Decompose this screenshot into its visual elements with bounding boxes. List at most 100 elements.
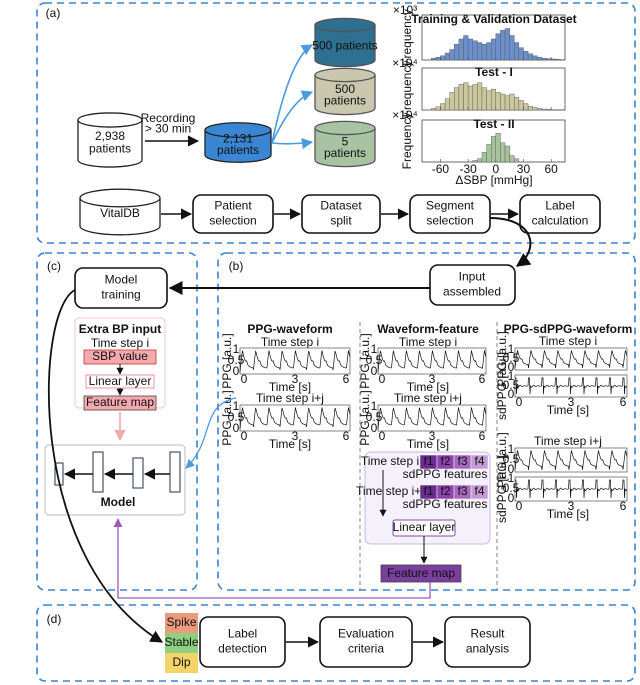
hist-bar (532, 55, 538, 61)
label: patients (324, 93, 366, 107)
hist-bar (518, 47, 524, 61)
hist-bar (541, 108, 547, 111)
x-tick-label: 3 (292, 429, 299, 443)
label: patients (324, 146, 366, 160)
hist-bar (495, 92, 501, 111)
model-box (44, 444, 186, 516)
label: training (101, 288, 140, 302)
y-axis-label: PPG [a.u.] (358, 333, 372, 388)
y-axis-label: PPG [a.u.] (358, 390, 372, 445)
label: VitalDB (100, 206, 140, 220)
x-tick-label: 3 (568, 499, 575, 513)
cylinder-body (79, 198, 161, 236)
flow-arrow (47, 289, 164, 643)
y-tick-label: 1 (508, 442, 515, 456)
y-tick-label: 1 (508, 471, 515, 485)
blue-arrow (185, 397, 237, 469)
y-axis-label: sdPPG [a.u.] (495, 455, 509, 523)
hist-bar (495, 132, 501, 163)
process-box (199, 616, 286, 668)
hist-bar (435, 57, 441, 61)
waveform (515, 377, 628, 395)
hist-title: Test - II (473, 117, 514, 131)
y-tick-label: 0 (508, 462, 515, 476)
hist-title: Test - I (475, 65, 513, 79)
feature-map (380, 564, 462, 583)
label: f4 (474, 454, 484, 468)
waveform (377, 350, 487, 373)
x-tick-label: 6 (620, 499, 627, 513)
hist-bar (477, 82, 483, 111)
x-tick-label: 0 (516, 499, 523, 513)
cylinder-top (314, 120, 376, 136)
hist-bar (509, 93, 515, 111)
process-box (519, 194, 601, 234)
process-box (444, 616, 531, 668)
hist-bar (546, 58, 552, 61)
hist-bar (435, 106, 441, 111)
label: Evaluation (338, 627, 394, 641)
blue-arrow (271, 90, 314, 144)
label: Time [s] (269, 437, 311, 451)
hist-bar (481, 152, 487, 163)
hist-y-label: Frequency (400, 61, 414, 118)
y-tick-label: 0.5 (366, 353, 383, 367)
cylinder-body (314, 75, 376, 116)
y-tick-label: 0.5 (503, 481, 520, 495)
feature-cell (470, 484, 489, 500)
hist-bar (458, 38, 464, 61)
hist-bar (431, 108, 437, 111)
hist-bar (500, 30, 506, 61)
hist-bar (472, 40, 478, 61)
label: f4 (474, 484, 484, 498)
label: calculation (532, 214, 589, 228)
hist-bar (486, 42, 492, 61)
x-tick-label: 6 (479, 429, 486, 443)
label: Time [s] (407, 380, 449, 394)
hist-bar (477, 158, 483, 163)
hist-bar (481, 44, 487, 61)
feature-cell (470, 454, 489, 470)
label: sdPPG features (403, 497, 488, 511)
label: 2,131 (223, 131, 253, 145)
state-cell (165, 613, 198, 633)
y-tick-label: 0 (233, 364, 240, 378)
hist-scale: ×10⁴ (392, 108, 418, 122)
label: Label (228, 627, 257, 641)
y-tick-label: 1 (233, 342, 240, 356)
flow-arrow (489, 217, 532, 267)
x-tick-label: 0 (241, 429, 248, 443)
x-tick-label: 60 (544, 162, 558, 176)
label: Spike (166, 615, 196, 629)
hist-bar (555, 59, 561, 61)
label: 500 (335, 82, 355, 96)
waveform (239, 350, 351, 373)
label: Time step i+j (534, 434, 602, 448)
hist-bar (518, 100, 524, 111)
x-label: ΔSBP [mmHg] (455, 173, 532, 187)
label: Segment (426, 199, 475, 213)
hist-bar (490, 38, 497, 61)
panel-c (36, 252, 198, 591)
waveform (514, 350, 628, 369)
panel-label: (d) (47, 612, 62, 626)
hist-bar (514, 42, 520, 61)
hist-y-label: Frequency (400, 9, 414, 66)
hist-bar (527, 105, 533, 111)
label: Time [s] (547, 507, 589, 521)
label: detection (218, 642, 267, 656)
blue-arrow (271, 44, 313, 144)
feature-map (83, 395, 157, 411)
hist-bar (537, 108, 543, 111)
label: Time step i (261, 335, 319, 349)
hist-bar (467, 85, 473, 111)
label: Time step i+j (256, 391, 324, 405)
process-box (429, 264, 516, 306)
hist-bar (532, 107, 538, 111)
hist-scale: ×10³ (393, 3, 417, 17)
hist-bar (444, 52, 450, 61)
hist-bar (458, 84, 464, 111)
label: Result (470, 627, 505, 641)
y-tick-label: 1 (233, 399, 240, 413)
cylinder-top (79, 188, 161, 208)
